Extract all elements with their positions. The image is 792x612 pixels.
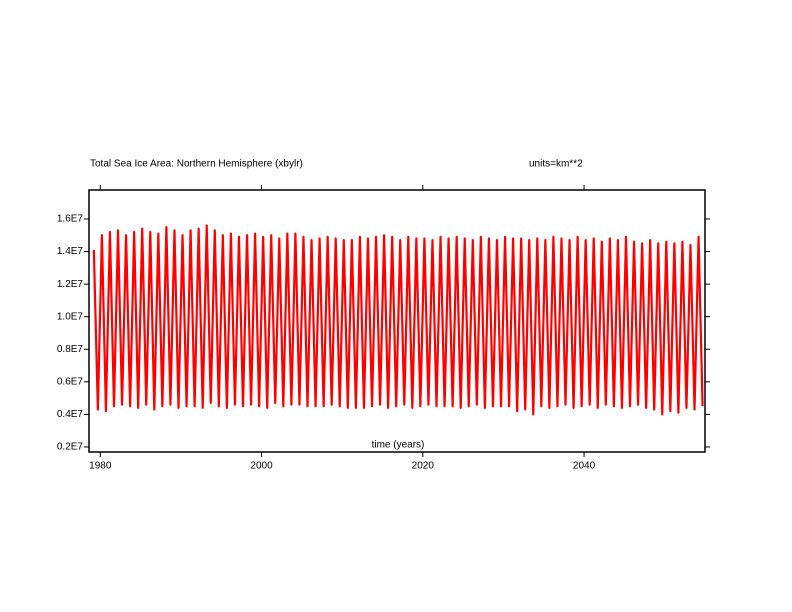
- chart-title: Total Sea Ice Area: Northern Hemisphere …: [90, 159, 303, 170]
- y-tick-label: 0.2E7: [57, 442, 84, 453]
- x-axis-label: time (years): [372, 440, 425, 451]
- x-tick-label: 2040: [573, 461, 596, 472]
- y-tick-label: 1.2E7: [57, 279, 84, 290]
- y-tick-label: 0.6E7: [57, 376, 84, 387]
- data-line: [92, 224, 704, 416]
- x-tick-label: 2000: [250, 461, 273, 472]
- x-tick-label: 1980: [89, 461, 112, 472]
- plot-frame: [88, 189, 706, 453]
- y-tick-label: 0.4E7: [57, 409, 84, 420]
- y-tick-label: 1.6E7: [57, 214, 84, 225]
- units-label: units=km**2: [529, 159, 583, 170]
- x-tick-label: 2020: [412, 461, 435, 472]
- y-tick-label: 1.4E7: [57, 246, 84, 257]
- y-tick-label: 0.8E7: [57, 344, 84, 355]
- y-tick-label: 1.0E7: [57, 311, 84, 322]
